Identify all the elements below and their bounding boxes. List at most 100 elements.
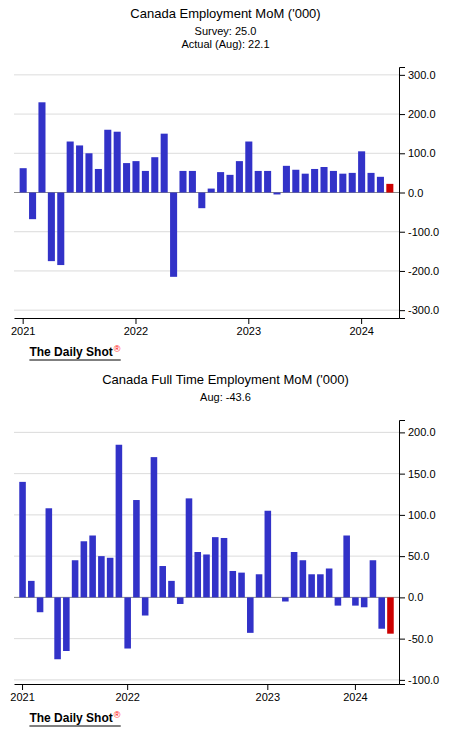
x-tick-mark bbox=[361, 318, 362, 324]
y-tick: 100.0 bbox=[399, 147, 436, 159]
bar bbox=[256, 574, 263, 597]
y-tick-label: -200.0 bbox=[408, 265, 439, 277]
bar bbox=[132, 161, 139, 192]
x-axis: 2021202220232024 bbox=[11, 318, 400, 337]
bar bbox=[186, 498, 193, 597]
x-tick-mark bbox=[127, 684, 128, 690]
bars bbox=[19, 445, 393, 660]
x-axis: 2021 2022 2023 2024 bbox=[10, 684, 399, 703]
bar bbox=[255, 171, 262, 193]
y-tick: 200.0 bbox=[399, 108, 436, 120]
y-tick-label: -50.0 bbox=[408, 633, 433, 645]
x-tick-mark bbox=[355, 684, 356, 690]
bar bbox=[208, 189, 215, 193]
x-tick-label: 2024 bbox=[343, 691, 367, 703]
x-tick: 2022 bbox=[115, 684, 139, 703]
y-tick-mark bbox=[399, 75, 405, 76]
bar bbox=[98, 556, 105, 597]
x-tick-label: 2021 bbox=[11, 325, 35, 337]
plot-area: -100.0-50.00.050.0100.0150.0200.02021202… bbox=[10, 421, 439, 703]
y-axis: -300.0-200.0-100.00.0100.0200.0300.0 bbox=[399, 68, 439, 319]
chart-title: Canada Full Time Employment MoM ('000) bbox=[102, 372, 349, 387]
bar bbox=[358, 151, 365, 192]
chart-panel: Canada Employment MoM ('000)Survey: 25.0… bbox=[11, 6, 439, 360]
grid-line bbox=[14, 473, 399, 474]
bar bbox=[114, 132, 121, 193]
bar bbox=[247, 597, 254, 632]
bar bbox=[311, 169, 318, 193]
bar bbox=[343, 536, 350, 598]
x-axis-line bbox=[15, 684, 400, 685]
y-axis-line bbox=[400, 68, 406, 319]
y-tick: -200.0 bbox=[399, 265, 439, 277]
bar bbox=[20, 168, 27, 192]
bar bbox=[283, 166, 290, 193]
bar bbox=[76, 145, 83, 192]
chart-panel: Canada Full Time Employment MoM ('000) Au… bbox=[10, 372, 439, 726]
y-tick-mark bbox=[399, 193, 405, 194]
bar bbox=[57, 193, 64, 266]
bar bbox=[370, 560, 377, 597]
bar bbox=[217, 172, 224, 192]
grid-line bbox=[14, 679, 399, 680]
bar bbox=[46, 508, 53, 597]
y-tick-mark bbox=[399, 597, 405, 598]
x-tick-mark bbox=[267, 684, 268, 690]
bar bbox=[300, 560, 307, 597]
x-tick: 2021 bbox=[10, 684, 34, 703]
bar bbox=[229, 571, 236, 597]
bar bbox=[377, 177, 384, 193]
x-tick: 2022 bbox=[124, 318, 148, 337]
grid-line bbox=[14, 74, 399, 75]
x-tick-label: 2022 bbox=[115, 691, 139, 703]
bar bbox=[308, 574, 315, 597]
chart-canvas: Canada Employment MoM ('000)Survey: 25.0… bbox=[0, 0, 451, 732]
y-tick-label: 0.0 bbox=[408, 187, 423, 199]
grid-line bbox=[14, 432, 399, 433]
subtitle-line: Actual (Aug): 22.1 bbox=[181, 38, 269, 50]
bar bbox=[330, 171, 337, 193]
y-tick-label: -100.0 bbox=[408, 674, 439, 686]
bar bbox=[37, 597, 44, 612]
y-tick-label: 150.0 bbox=[408, 468, 436, 480]
bar bbox=[194, 552, 201, 597]
watermark-underline bbox=[29, 726, 120, 727]
bar bbox=[238, 573, 245, 598]
watermark-symbol: ® bbox=[114, 344, 121, 354]
bar bbox=[273, 193, 280, 195]
chart-subtitle: Aug: -43.6 bbox=[200, 391, 251, 403]
x-tick: 2024 bbox=[349, 318, 373, 337]
bar bbox=[212, 537, 219, 597]
bar bbox=[104, 130, 111, 193]
y-tick-mark bbox=[399, 432, 405, 433]
watermark-underline bbox=[29, 360, 120, 361]
bar bbox=[151, 157, 158, 192]
y-tick: 0.0 bbox=[399, 187, 423, 199]
bar bbox=[317, 574, 324, 597]
grid bbox=[14, 432, 399, 680]
x-axis-line bbox=[15, 318, 400, 319]
bar bbox=[142, 171, 149, 193]
bar bbox=[198, 193, 205, 209]
bar bbox=[63, 597, 70, 651]
x-tick: 2023 bbox=[256, 684, 280, 703]
y-axis: -100.0-50.00.050.0100.0150.0200.0 bbox=[399, 421, 439, 686]
bar bbox=[29, 193, 36, 220]
y-tick-label: 200.0 bbox=[408, 426, 436, 438]
bar bbox=[282, 597, 289, 601]
subtitle-line: Aug: -43.6 bbox=[200, 391, 251, 403]
bar bbox=[89, 536, 96, 598]
y-tick-label: 50.0 bbox=[408, 550, 429, 562]
bar bbox=[142, 597, 149, 615]
bar bbox=[48, 193, 55, 262]
bar bbox=[291, 552, 298, 597]
y-tick: 200.0 bbox=[399, 426, 436, 438]
x-tick: 2024 bbox=[343, 684, 367, 703]
chart-subtitle: Survey: 25.0Actual (Aug): 22.1 bbox=[181, 25, 269, 50]
bar bbox=[236, 161, 243, 192]
bar bbox=[151, 457, 158, 597]
y-tick-label: 200.0 bbox=[408, 108, 436, 120]
x-tick-mark bbox=[23, 318, 24, 324]
y-tick-mark bbox=[399, 556, 405, 557]
bar bbox=[221, 538, 228, 597]
